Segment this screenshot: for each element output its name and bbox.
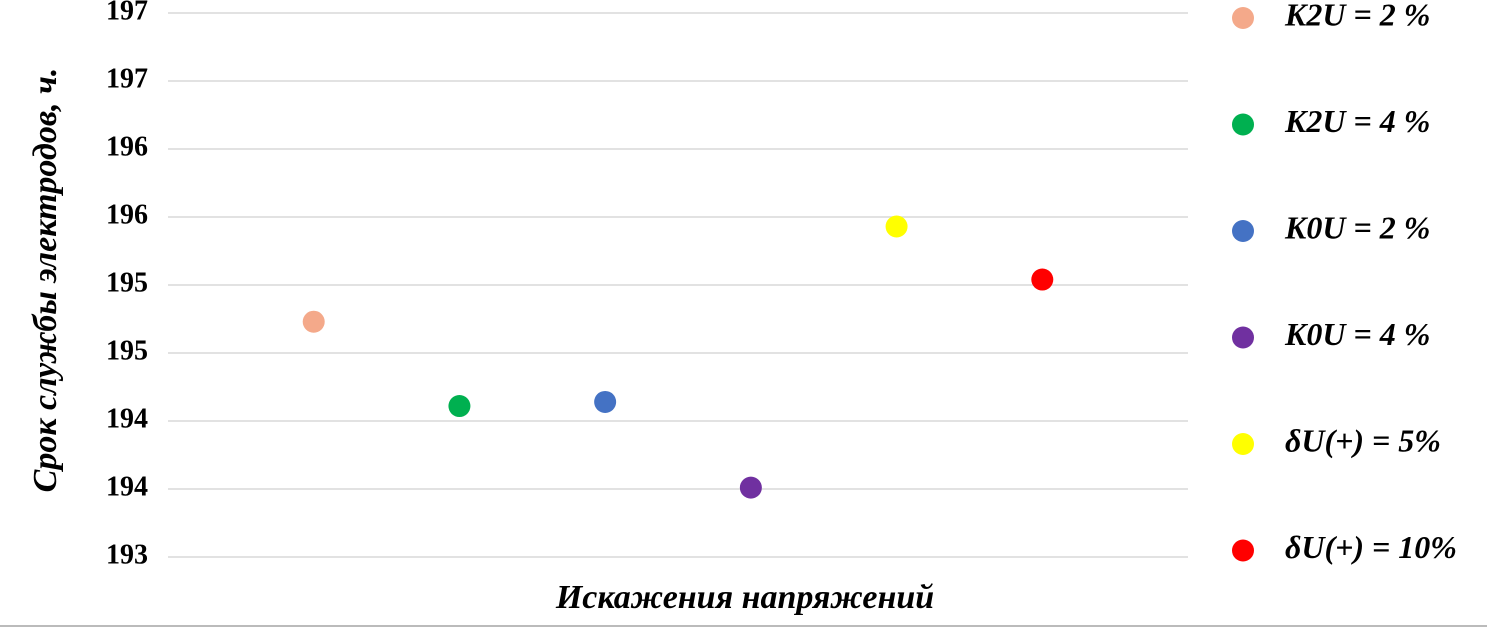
y-tick-label: 194 bbox=[106, 471, 148, 502]
point bbox=[594, 390, 617, 413]
point bbox=[885, 215, 908, 238]
point bbox=[448, 395, 471, 418]
y-tick-label: 196 bbox=[106, 131, 148, 162]
y-tick-label: 195 bbox=[106, 335, 148, 366]
point bbox=[302, 310, 325, 333]
legend-label: δU(+) = 10% bbox=[1285, 529, 1457, 565]
legend-label: K0U = 4 % bbox=[1284, 316, 1430, 352]
y-axis-label: Срок службы электродов, ч. bbox=[27, 68, 64, 493]
legend-marker bbox=[1232, 113, 1254, 136]
legend-marker bbox=[1232, 220, 1254, 242]
y-tick-label: 195 bbox=[106, 267, 148, 298]
point bbox=[739, 476, 762, 499]
point bbox=[1031, 268, 1054, 291]
legend-label: K2U = 4 % bbox=[1284, 103, 1430, 139]
legend-label: K2U = 2 % bbox=[1284, 0, 1430, 32]
legend-marker bbox=[1232, 433, 1254, 455]
legend-marker bbox=[1232, 539, 1254, 562]
y-tick-label: 196 bbox=[106, 199, 148, 230]
legend-label: δU(+) = 5% bbox=[1285, 422, 1441, 458]
x-axis-label: Искажения напряжений bbox=[555, 579, 934, 616]
legend-marker bbox=[1232, 326, 1254, 349]
y-tick-label: 197 bbox=[106, 0, 148, 26]
legend-marker bbox=[1232, 7, 1254, 29]
y-tick-label: 194 bbox=[106, 403, 148, 434]
y-tick-label: 197 bbox=[106, 63, 148, 94]
legend-label: K0U = 2 % bbox=[1284, 209, 1430, 245]
y-tick-label: 193 bbox=[106, 539, 148, 570]
